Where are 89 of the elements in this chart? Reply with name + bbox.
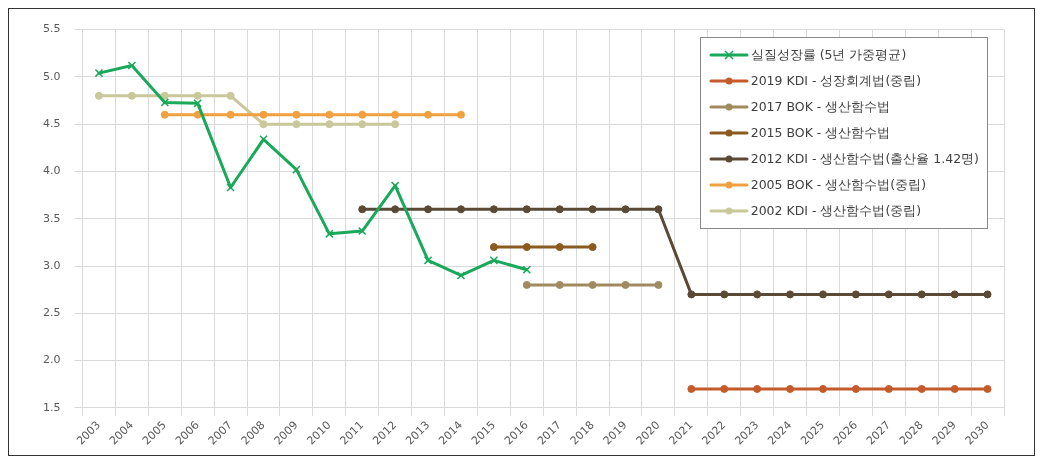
point	[588, 280, 597, 289]
point	[588, 205, 597, 214]
point	[489, 243, 498, 252]
point	[226, 183, 235, 192]
y-tick-label: 5.5	[42, 22, 61, 36]
point	[489, 205, 498, 214]
y-tick-label: 3.0	[42, 258, 61, 272]
point	[391, 110, 400, 119]
y-tick-label: 2.5	[42, 306, 61, 320]
point	[193, 91, 202, 100]
point	[160, 91, 169, 100]
point	[357, 226, 367, 236]
legend-label: 2002 KDI - 생산함수법(중립)	[750, 202, 922, 220]
point	[555, 243, 564, 252]
y-tick-label: 2.0	[42, 353, 61, 367]
legend-label: 2019 KDI - 성장회계법(중립)	[750, 72, 922, 90]
point	[456, 110, 465, 119]
point	[753, 384, 762, 393]
point	[884, 290, 893, 299]
point	[621, 280, 630, 289]
point	[325, 120, 334, 129]
point	[588, 243, 597, 252]
point	[292, 165, 301, 174]
point	[917, 290, 926, 299]
legend-label: 2005 BOK - 생산함수법(중립)	[750, 176, 927, 194]
y-tick-label: 3.5	[42, 211, 61, 225]
point	[391, 120, 400, 129]
point	[325, 110, 334, 119]
point	[950, 290, 959, 299]
point	[160, 110, 169, 119]
point	[687, 384, 696, 393]
point	[358, 120, 367, 129]
point	[127, 91, 136, 100]
point	[325, 229, 334, 239]
point	[522, 280, 531, 289]
point	[127, 61, 137, 70]
point	[259, 135, 268, 144]
point	[193, 110, 202, 119]
point	[917, 384, 926, 393]
point	[94, 68, 104, 78]
point	[654, 205, 663, 214]
point	[94, 91, 103, 100]
point	[983, 290, 992, 299]
y-tick-label: 1.5	[42, 400, 61, 414]
point	[851, 290, 860, 299]
point	[226, 91, 235, 100]
point	[786, 290, 795, 299]
point	[818, 290, 827, 299]
point	[358, 205, 367, 214]
point	[983, 384, 992, 393]
point	[621, 205, 630, 214]
legend-label: 2012 KDI - 생산함수법(출산율 1.42명)	[750, 150, 979, 168]
point	[851, 384, 860, 393]
point	[555, 205, 564, 214]
point	[390, 181, 400, 190]
y-tick-label: 5.0	[42, 69, 61, 83]
point	[259, 110, 268, 119]
legend-label: 2015 BOK - 생산함수법	[750, 124, 891, 142]
point	[292, 110, 301, 119]
point	[720, 384, 729, 393]
point	[522, 265, 532, 275]
y-tick-label: 4.0	[42, 164, 61, 178]
point	[950, 384, 959, 393]
point	[884, 384, 893, 393]
point	[522, 205, 531, 214]
point	[160, 98, 170, 107]
point	[654, 280, 663, 289]
point	[259, 120, 268, 129]
point	[786, 384, 795, 393]
legend-label: 2017 BOK - 생산함수법	[750, 98, 891, 116]
y-tick-label: 4.5	[42, 117, 61, 131]
point	[292, 120, 301, 129]
point	[687, 290, 696, 299]
point	[753, 290, 762, 299]
point	[522, 243, 531, 252]
point	[456, 205, 465, 214]
point	[489, 256, 499, 265]
point	[358, 110, 367, 119]
point	[226, 110, 235, 119]
point	[456, 271, 466, 280]
point	[555, 280, 564, 289]
point	[424, 205, 433, 214]
point	[193, 99, 202, 108]
point	[818, 384, 827, 393]
point	[424, 110, 433, 119]
point	[423, 256, 433, 265]
legend-label: 실질성장률 (5년 가중평균)	[750, 46, 907, 64]
point	[720, 290, 729, 299]
point	[391, 205, 400, 214]
